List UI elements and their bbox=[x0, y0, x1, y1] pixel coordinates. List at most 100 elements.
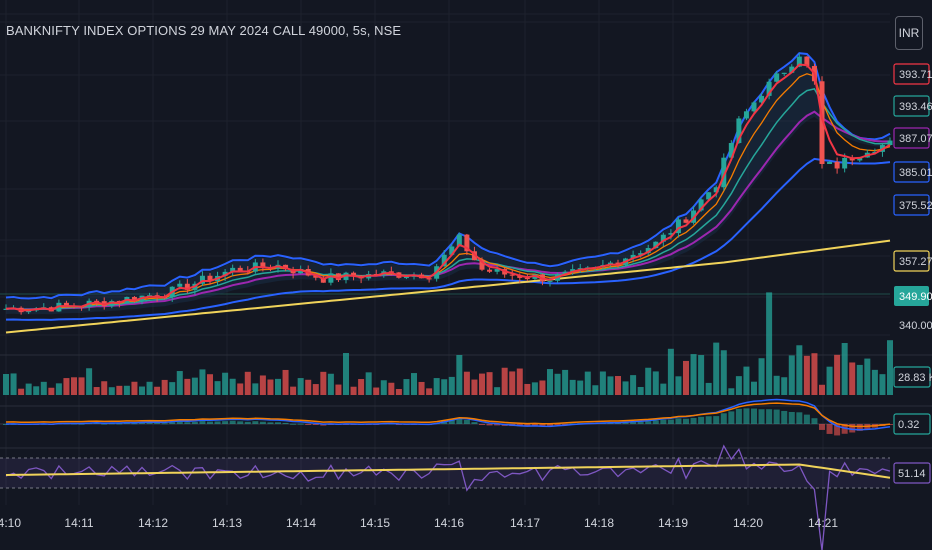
candle-body bbox=[796, 56, 802, 67]
volume-bar bbox=[728, 388, 735, 395]
price-tag-text: 375.52 bbox=[899, 200, 932, 212]
osc-bar bbox=[456, 418, 463, 424]
rsi-tag: 51.14 bbox=[893, 462, 931, 484]
price-tag-text: 357.27 bbox=[899, 256, 932, 268]
price-tag: 393.46 bbox=[893, 95, 932, 117]
volume-bar bbox=[86, 368, 93, 395]
candle-body bbox=[675, 219, 681, 234]
volume-bar bbox=[335, 384, 342, 395]
price-tag-box bbox=[893, 63, 930, 85]
candle-body bbox=[335, 273, 341, 280]
volume-bar bbox=[441, 379, 448, 395]
candle-body bbox=[743, 111, 749, 119]
price-tag: 387.07 bbox=[893, 127, 932, 149]
volume-bar bbox=[176, 371, 183, 395]
price-tag: 340.00 bbox=[899, 320, 932, 332]
volume-bar bbox=[282, 369, 289, 395]
osc-bar bbox=[826, 424, 833, 434]
candle-body bbox=[471, 251, 477, 261]
candle-body bbox=[320, 277, 326, 283]
volume-bar bbox=[358, 379, 365, 395]
candle-body bbox=[736, 118, 742, 144]
osc-bar bbox=[841, 424, 848, 434]
candle-body bbox=[456, 234, 462, 247]
candle-body bbox=[660, 234, 666, 242]
osc-bar bbox=[139, 422, 145, 424]
osc-bar bbox=[486, 424, 493, 426]
volume-bar bbox=[637, 386, 644, 395]
volume-bar bbox=[713, 342, 720, 395]
volume-bar bbox=[864, 358, 871, 395]
volume-bar bbox=[290, 386, 297, 395]
osc-bar bbox=[154, 422, 161, 424]
osc-bar bbox=[252, 421, 259, 424]
osc-bar bbox=[471, 422, 478, 424]
rsi-tag-box bbox=[893, 462, 931, 484]
last-price-tag: 349.90 bbox=[894, 286, 932, 306]
volume-bar bbox=[154, 386, 161, 395]
osc-bar bbox=[297, 423, 304, 425]
osc-bar bbox=[766, 409, 773, 424]
ema-ribbons bbox=[5, 52, 891, 334]
osc-bar bbox=[494, 424, 501, 426]
volume-tag-text: 28.83 K bbox=[898, 372, 932, 384]
candle-body bbox=[721, 157, 727, 188]
volume-bar bbox=[539, 380, 546, 395]
osc-bar bbox=[229, 420, 236, 424]
osc-bar bbox=[184, 422, 191, 424]
volume-bar bbox=[766, 292, 773, 395]
volume-bar bbox=[811, 353, 818, 395]
candle-body bbox=[207, 275, 213, 282]
chart-title: BANKNIFTY INDEX OPTIONS 29 MAY 2024 CALL… bbox=[6, 23, 402, 38]
volume-bar bbox=[879, 374, 886, 395]
candle-body bbox=[562, 271, 568, 275]
rsi-panel bbox=[0, 444, 891, 550]
osc-bar bbox=[539, 424, 546, 426]
osc-bar bbox=[275, 422, 281, 424]
osc-bar bbox=[819, 424, 825, 430]
volume-bar bbox=[207, 374, 213, 395]
volume-bar bbox=[343, 353, 349, 395]
time-tick-label: 14:20 bbox=[733, 516, 763, 530]
volume-bar bbox=[501, 367, 508, 395]
osc-bar bbox=[622, 422, 629, 424]
volume-bar bbox=[305, 379, 312, 395]
volume-bar bbox=[690, 354, 697, 395]
osc-bar bbox=[554, 424, 561, 425]
osc-bar bbox=[448, 419, 455, 424]
osc-bar bbox=[312, 424, 319, 425]
volume-bar bbox=[320, 371, 327, 395]
candle-body bbox=[426, 278, 432, 280]
osc-bar bbox=[222, 421, 229, 424]
osc-bar bbox=[214, 421, 221, 424]
rsi-ma-line bbox=[5, 463, 891, 479]
time-axis: 14:10 14:11 14:12 14:13 14:14 14:15 14:16 14:17… bbox=[0, 516, 838, 530]
osc-bar bbox=[803, 414, 810, 424]
currency-button[interactable]: INR bbox=[895, 16, 923, 50]
osc-bar bbox=[169, 422, 176, 424]
price-tag: 357.27 bbox=[893, 250, 932, 272]
candle-body bbox=[781, 72, 787, 74]
volume-bar bbox=[615, 376, 621, 395]
candle-body bbox=[131, 296, 137, 302]
volume-bar bbox=[267, 379, 274, 395]
volume-bar bbox=[554, 373, 561, 395]
rsi-tag-text: 51.14 bbox=[898, 468, 926, 480]
volume-bar bbox=[93, 387, 100, 395]
volume-bar bbox=[373, 387, 380, 395]
osc-bar bbox=[630, 421, 637, 424]
candle-body bbox=[630, 254, 636, 259]
candle-body bbox=[479, 260, 485, 270]
volume-bar bbox=[191, 377, 198, 395]
osc-bar bbox=[667, 419, 674, 424]
osc-bar bbox=[758, 409, 765, 424]
candle-body bbox=[887, 140, 893, 146]
upper-band-line bbox=[5, 52, 891, 300]
time-tick-label: 14:14 bbox=[286, 516, 316, 530]
osc-bar bbox=[720, 413, 727, 424]
volume-tag-box bbox=[893, 366, 931, 388]
volume-bar bbox=[826, 366, 833, 395]
volume-bar bbox=[630, 375, 637, 395]
volume-bar bbox=[169, 382, 176, 395]
